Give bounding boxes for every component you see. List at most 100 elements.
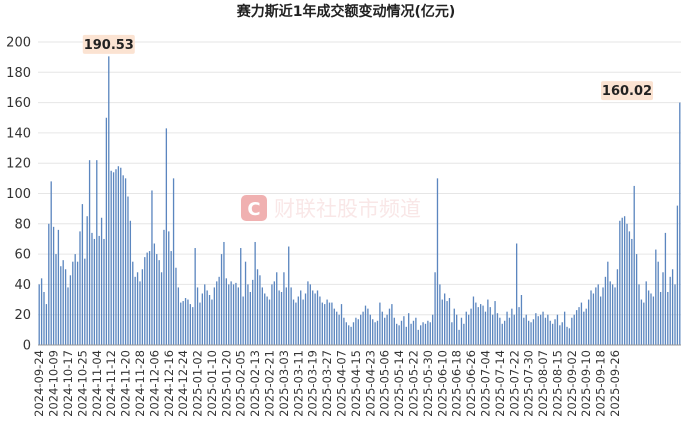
x-tick-label: 2025-03-27	[320, 350, 334, 417]
bar	[436, 178, 439, 345]
bar	[400, 320, 403, 345]
bar	[393, 317, 395, 345]
bar	[336, 311, 338, 345]
bar	[523, 317, 525, 345]
bar	[480, 304, 482, 345]
x-tick-label: 2025-04-07	[335, 350, 349, 417]
bar	[168, 231, 170, 346]
bar	[492, 314, 494, 345]
bar	[460, 317, 463, 345]
bar	[151, 190, 153, 345]
bar	[456, 314, 458, 345]
bar	[369, 314, 371, 345]
bar	[218, 276, 220, 345]
bar	[105, 117, 108, 345]
bar	[69, 275, 72, 345]
bar	[446, 301, 448, 345]
bar	[331, 302, 333, 345]
grid	[38, 41, 681, 316]
bar	[671, 269, 674, 345]
bar	[67, 287, 69, 345]
bar	[621, 217, 623, 345]
bar	[235, 282, 237, 345]
bar	[307, 281, 309, 345]
bar	[103, 238, 105, 345]
bar	[204, 284, 206, 345]
bar	[40, 278, 43, 345]
x-tick-label: 2025-01-02	[191, 350, 205, 417]
bar	[451, 322, 453, 345]
bar	[679, 102, 681, 345]
bar	[645, 281, 647, 345]
bar	[225, 278, 227, 345]
bar	[388, 308, 391, 345]
bar	[50, 181, 52, 345]
x-tick-label: 2025-09-02	[565, 350, 579, 417]
bar	[427, 320, 429, 345]
bar	[187, 299, 189, 345]
bar	[513, 314, 515, 345]
x-tick-label: 2025-05-06	[378, 350, 392, 417]
x-tick-label: 2025-05-22	[406, 350, 420, 417]
bar	[127, 196, 129, 345]
bar	[211, 299, 213, 345]
bar	[638, 284, 640, 345]
bar	[271, 284, 273, 345]
bar	[429, 322, 431, 345]
bar	[547, 314, 549, 345]
bar	[319, 296, 321, 345]
bar	[136, 272, 139, 345]
bar	[76, 261, 79, 345]
bar	[259, 275, 261, 345]
bar	[650, 293, 652, 345]
y-tick-label: 80	[14, 217, 31, 232]
bar	[381, 311, 383, 345]
x-tick-label: 2024-11-28	[133, 350, 147, 417]
x-tick-label: 2025-04-15	[349, 350, 363, 417]
bar	[364, 305, 367, 345]
x-tick-label: 2025-05-30	[421, 350, 435, 417]
x-tick-label: 2024-10-09	[47, 350, 61, 417]
bar	[597, 284, 599, 345]
bar	[148, 251, 151, 345]
bar	[604, 276, 607, 345]
bar	[511, 308, 513, 345]
annotations: 190.53 160.02	[82, 34, 654, 101]
bar	[88, 160, 91, 345]
bar	[84, 258, 86, 345]
x-tick-label: 2024-10-17	[61, 350, 75, 417]
bar	[602, 287, 604, 345]
bar	[635, 254, 638, 345]
bar	[141, 269, 144, 345]
bar	[64, 269, 67, 345]
bar	[487, 299, 489, 345]
bar	[184, 298, 187, 345]
bar	[453, 308, 455, 345]
x-tick-label: 2025-02-21	[263, 350, 277, 417]
bar	[348, 325, 350, 345]
x-tick-label: 2024-10-25	[75, 350, 89, 417]
bar	[655, 249, 657, 345]
bar	[504, 320, 506, 345]
bar	[153, 243, 156, 345]
bar	[273, 281, 275, 345]
bar	[544, 317, 547, 345]
bar	[518, 307, 520, 346]
bar	[98, 235, 100, 345]
bar	[674, 284, 676, 345]
watermark: C 财联社股市频道	[241, 195, 421, 221]
x-tick-label: 2025-08-07	[536, 350, 550, 417]
bar	[57, 229, 60, 345]
bar	[72, 261, 74, 345]
y-tick-label: 180	[6, 66, 31, 81]
bar	[285, 287, 287, 345]
bar	[599, 296, 602, 345]
bar	[158, 260, 160, 345]
x-tick-label: 2025-09-18	[594, 350, 608, 417]
bar	[43, 291, 45, 345]
bar	[616, 269, 619, 345]
x-tick-label: 2024-12-06	[147, 350, 161, 417]
bar	[196, 287, 199, 345]
bar	[494, 301, 496, 345]
bar	[640, 299, 643, 345]
